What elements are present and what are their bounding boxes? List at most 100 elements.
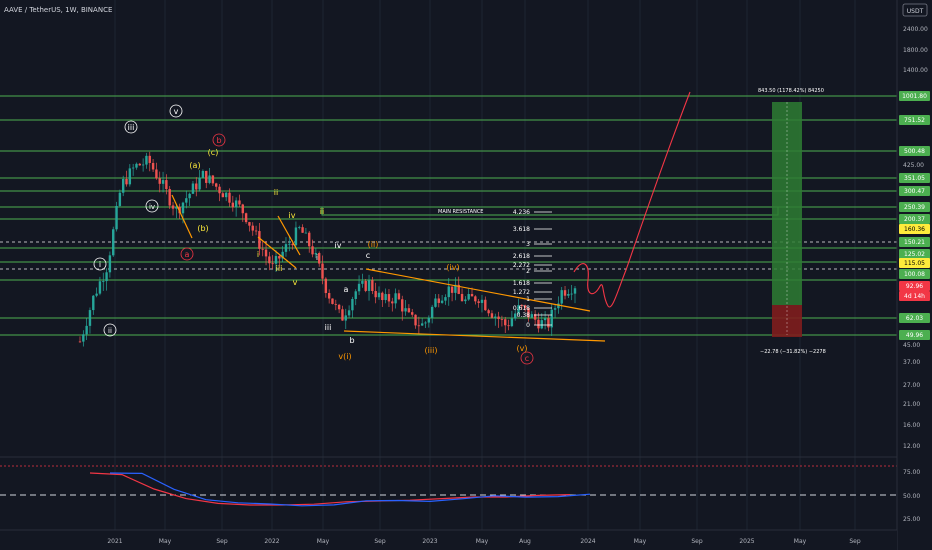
candle-body	[547, 318, 550, 328]
level-badge	[899, 115, 930, 125]
wave-label: (b)	[197, 224, 208, 233]
candle-body	[444, 297, 447, 301]
candle-body	[92, 295, 95, 311]
candle-body	[494, 316, 497, 318]
fib-label: 0.38	[517, 312, 531, 319]
candle-body	[264, 249, 268, 257]
price-tick: 2400.00	[903, 26, 928, 33]
wave-label: iv	[149, 203, 155, 211]
indicator-tick: 25.00	[903, 516, 920, 523]
candle-body	[291, 243, 294, 246]
wedge-line	[257, 236, 297, 269]
wave-label: v	[293, 278, 298, 287]
candle-body	[457, 284, 460, 294]
candle-body	[254, 230, 258, 232]
level-badge	[899, 313, 930, 323]
candle-body	[570, 293, 573, 295]
wave-label: v	[174, 107, 179, 116]
candle-body	[261, 248, 264, 250]
candle-body	[470, 294, 474, 297]
candle-body	[298, 227, 301, 228]
fib-label: 1	[526, 296, 530, 303]
candle-body	[248, 222, 251, 226]
fib-label: 1.618	[513, 280, 530, 287]
candle-body	[367, 280, 371, 291]
level-badge-label: 500.48	[904, 148, 925, 155]
candle-body	[520, 305, 524, 306]
main-resistance-label: MAIN RESISTANCE	[438, 209, 483, 215]
unit-badge[interactable]	[902, 3, 928, 17]
candle-body	[553, 308, 557, 310]
wave-label: v(i)	[338, 352, 351, 361]
wave-label: (a)	[189, 161, 200, 170]
candle-body	[381, 292, 384, 301]
candle-body	[563, 290, 567, 296]
candle-body	[278, 256, 281, 259]
candle-body	[500, 319, 504, 320]
symbol-header: AAVE / TetherUS, 1W, BINANCE	[4, 6, 112, 14]
candle-body	[331, 298, 334, 304]
candle-body	[191, 183, 195, 194]
candle-body	[98, 281, 102, 294]
candle-body	[490, 313, 494, 318]
candle-body	[221, 193, 225, 198]
level-badge-label: 150.21	[904, 239, 925, 246]
candle-body	[195, 183, 198, 190]
projection-curve	[573, 91, 691, 308]
candle-body	[224, 192, 228, 198]
time-tick: 2023	[422, 538, 437, 545]
price-tick: 45.00	[903, 342, 920, 349]
level-badge-label: 92.96	[906, 283, 923, 290]
wave-label: b	[216, 136, 221, 145]
level-badge-label: 200.37	[904, 216, 925, 223]
candle-body	[464, 299, 467, 302]
fib-label: 1.272	[513, 289, 530, 296]
fib-label: 0	[526, 322, 530, 329]
candle-body	[188, 193, 191, 199]
candle-body	[112, 229, 115, 256]
candle-body	[533, 314, 537, 320]
time-tick: 2021	[107, 538, 122, 545]
level-badge	[899, 291, 930, 301]
price-tick: 27.00	[903, 382, 920, 389]
fib-label: 3.618	[513, 226, 530, 233]
time-tick: May	[159, 538, 172, 545]
wave-label: ii	[108, 327, 112, 335]
candle-body	[567, 294, 570, 296]
level-badge	[899, 146, 930, 156]
candle-body	[158, 178, 161, 184]
candle-body	[414, 314, 417, 326]
candle-body	[540, 320, 543, 329]
time-tick: Aug	[519, 538, 531, 545]
candle-body	[527, 307, 530, 318]
candle-body	[447, 286, 450, 298]
candle-body	[394, 293, 397, 304]
level-badge-label: 300.47	[904, 188, 925, 195]
candle-body	[371, 280, 374, 292]
wave-label: i	[316, 253, 318, 262]
candle-body	[354, 291, 357, 299]
level-badge-label: 250.39	[904, 204, 925, 211]
candle-body	[311, 246, 314, 255]
candle-body	[317, 253, 321, 264]
candle-body	[218, 186, 221, 194]
candle-body	[82, 334, 85, 342]
fib-label: 2.272	[513, 262, 530, 269]
candle-body	[334, 303, 338, 305]
candle-body	[185, 198, 188, 203]
candle-body	[148, 155, 151, 163]
candle-body	[105, 272, 108, 282]
candle-body	[281, 251, 284, 259]
candle-body	[205, 170, 208, 183]
time-ticks: 2021 May Sep 2022 May Sep 2023 May Aug 2…	[107, 538, 860, 545]
candle-body	[131, 167, 135, 169]
candle-body	[517, 305, 520, 314]
candle-body	[434, 298, 437, 307]
candle-body	[102, 281, 105, 282]
candle-body	[211, 175, 215, 184]
level-badge-label: 125.02	[904, 251, 925, 258]
candle-body	[228, 192, 231, 203]
level-badge	[899, 249, 930, 259]
candle-body	[543, 318, 547, 321]
